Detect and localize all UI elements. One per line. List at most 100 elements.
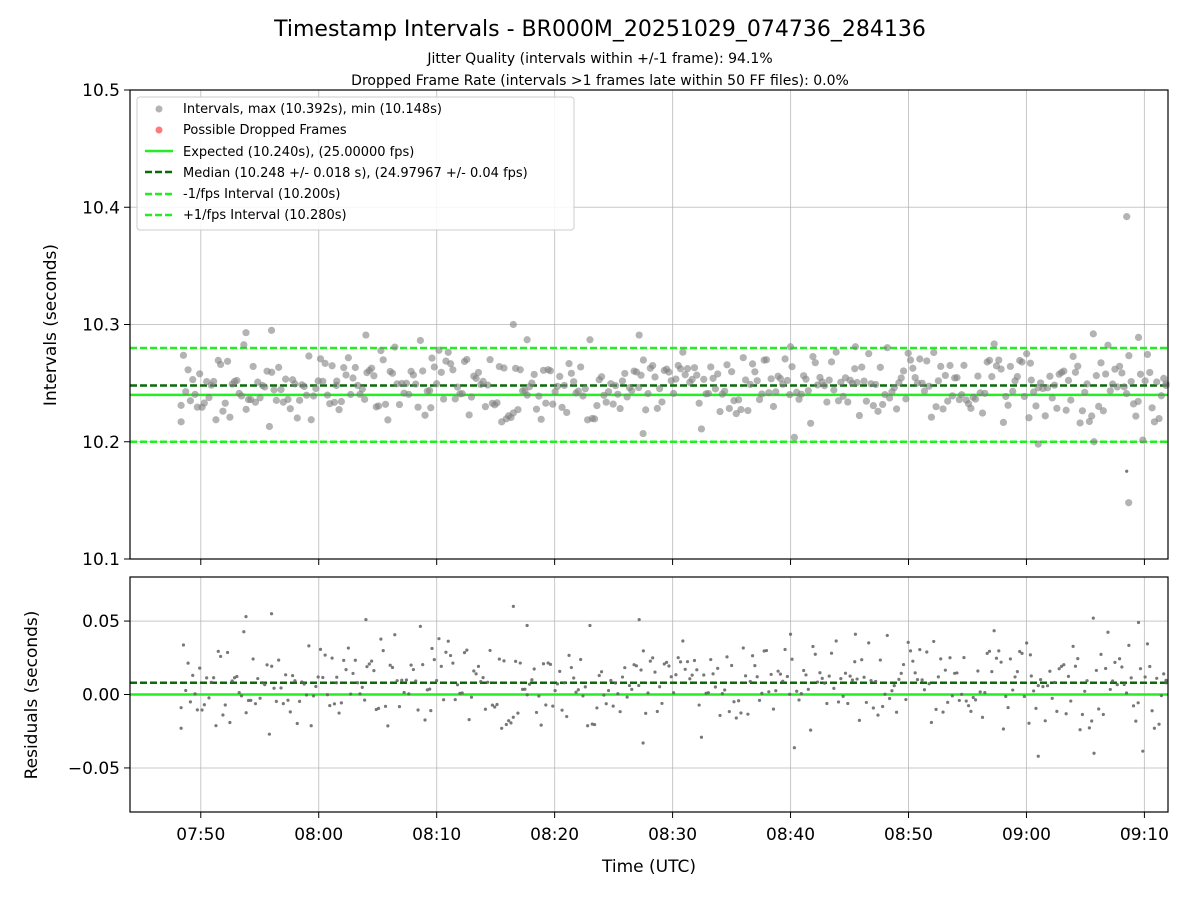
residual-point-55 <box>307 644 311 648</box>
interval-point-372 <box>1041 412 1049 420</box>
residual-point-440 <box>1125 469 1129 473</box>
interval-point-360 <box>1013 372 1021 381</box>
interval-point-236 <box>725 404 733 413</box>
interval-point-234 <box>721 387 729 395</box>
residual-point-345 <box>980 715 985 719</box>
residual-point-396 <box>1099 652 1103 656</box>
interval-point-171 <box>574 387 582 395</box>
residual-point-91 <box>390 665 395 670</box>
residual-point-269 <box>804 673 808 677</box>
residual-point-4 <box>188 700 193 704</box>
residual-point-170 <box>574 690 578 694</box>
interval-point-41 <box>272 396 280 404</box>
interval-point-110 <box>433 380 441 388</box>
residual-point-288 <box>848 674 852 678</box>
residual-point-439 <box>1091 616 1095 620</box>
residual-point-94 <box>397 705 402 709</box>
residual-point-228 <box>709 657 713 662</box>
interval-point-283 <box>834 397 843 405</box>
interval-point-53 <box>300 382 308 391</box>
interval-point-395 <box>1095 402 1103 410</box>
residual-point-232 <box>718 713 722 718</box>
residual-point-293 <box>860 658 864 662</box>
residual-point-186 <box>611 704 615 708</box>
residual-point-127 <box>474 672 478 676</box>
interval-point-404 <box>1115 362 1124 370</box>
residual-point-116 <box>448 653 453 658</box>
residual-point-285 <box>841 694 845 698</box>
residual-point-74 <box>351 671 355 676</box>
residual-point-101 <box>414 679 418 683</box>
residual-point-35 <box>260 681 265 685</box>
residual-point-354 <box>1001 727 1006 731</box>
residual-point-404 <box>1117 657 1122 661</box>
residual-point-398 <box>1104 666 1108 671</box>
residual-point-33 <box>256 676 260 681</box>
interval-point-132 <box>484 381 492 389</box>
interval-point-435 <box>786 343 795 351</box>
residual-point-356 <box>1006 705 1010 710</box>
interval-point-386 <box>1074 362 1082 370</box>
intervals-x-ticks <box>200 559 1145 565</box>
residual-point-64 <box>328 703 332 708</box>
interval-point-388 <box>1078 407 1087 415</box>
residual-point-300 <box>876 713 880 717</box>
residual-point-147 <box>520 687 525 692</box>
interval-point-153 <box>532 405 541 413</box>
residual-point-366 <box>1029 674 1033 678</box>
residual-point-60 <box>318 647 323 651</box>
residual-point-257 <box>776 669 780 673</box>
interval-point-302 <box>879 400 887 409</box>
residual-point-297 <box>869 679 873 683</box>
interval-point-438 <box>1034 440 1042 448</box>
residual-point-437 <box>1028 653 1032 657</box>
interval-point-71 <box>342 371 350 379</box>
residual-point-339 <box>966 704 971 708</box>
interval-point-328 <box>939 405 947 413</box>
residual-point-390 <box>1085 679 1089 683</box>
interval-point-187 <box>611 382 620 390</box>
interval-point-396 <box>1097 359 1105 367</box>
interval-point-375 <box>1048 394 1056 402</box>
legend-marker-dropped <box>155 126 163 134</box>
residual-point-387 <box>1078 728 1082 732</box>
interval-point-358 <box>1009 387 1017 395</box>
residual-point-157 <box>544 703 548 707</box>
interval-point-356 <box>1004 401 1012 409</box>
interval-point-250 <box>758 390 766 398</box>
residual-point-359 <box>1013 675 1017 679</box>
residual-point-304 <box>885 633 889 638</box>
interval-point-228 <box>707 363 715 371</box>
interval-point-416 <box>1143 350 1152 359</box>
residual-point-179 <box>595 706 599 710</box>
residual-point-429 <box>364 617 368 622</box>
residual-point-234 <box>723 688 727 692</box>
residual-point-43 <box>279 686 283 690</box>
interval-point-301 <box>876 363 884 371</box>
residual-point-49 <box>293 679 297 683</box>
residual-point-46 <box>286 698 290 702</box>
interval-point-418 <box>1148 404 1156 412</box>
residual-point-235 <box>725 655 729 659</box>
residual-point-233 <box>720 692 724 696</box>
residual-point-122 <box>462 651 467 655</box>
residual-point-425 <box>179 726 183 730</box>
residual-point-323 <box>929 720 934 725</box>
interval-point-337 <box>960 361 968 369</box>
residual-point-105 <box>423 718 427 722</box>
interval-point-218 <box>683 365 692 373</box>
interval-point-241 <box>737 405 745 414</box>
residual-point-334 <box>955 671 959 675</box>
interval-point-413 <box>1136 370 1145 378</box>
interval-point-92 <box>391 343 399 351</box>
residual-point-78 <box>360 685 364 689</box>
interval-point-363 <box>1020 392 1028 401</box>
interval-point-101 <box>412 380 420 388</box>
interval-point-239 <box>732 410 740 418</box>
residual-point-70 <box>342 658 346 662</box>
residual-point-119 <box>455 683 460 687</box>
residual-point-410 <box>1131 704 1136 708</box>
interval-point-200 <box>642 406 650 414</box>
interval-point-346 <box>981 389 989 397</box>
interval-point-12 <box>205 393 213 402</box>
